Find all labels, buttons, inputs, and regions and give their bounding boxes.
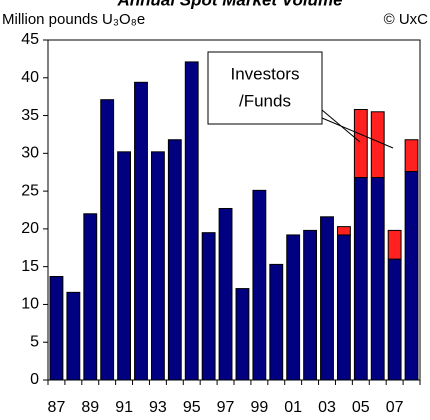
- x-tick-label: 07: [386, 399, 404, 416]
- bar-segment: [100, 99, 115, 381]
- bar-segment: [134, 81, 148, 381]
- bar-segment: [387, 258, 402, 381]
- bar-segment: [404, 170, 419, 381]
- bar-segment: [404, 139, 419, 172]
- bar-segment: [66, 291, 81, 381]
- callout-box: [207, 51, 323, 125]
- bar-segment: [387, 229, 402, 260]
- x-tick-label: 91: [115, 399, 133, 416]
- y-tick-label: 10: [21, 296, 39, 313]
- bar-segment: [336, 226, 351, 236]
- y-tick-label: 0: [30, 371, 39, 388]
- x-tick-label: 01: [284, 399, 302, 416]
- x-tick-label: 05: [352, 399, 370, 416]
- bar-segment: [303, 229, 318, 381]
- bar-segment: [167, 139, 182, 381]
- y-tick-label: 45: [21, 31, 39, 48]
- x-tick-label: 89: [81, 399, 99, 416]
- chart-title: Annual Spot Market Volume: [116, 0, 342, 9]
- credit: © UxC: [384, 11, 429, 28]
- bar-segment: [252, 189, 267, 381]
- bar-segment: [353, 109, 368, 179]
- y-tick-label: 30: [21, 145, 39, 162]
- y-tick-label: 5: [30, 333, 39, 350]
- x-tick-label: 03: [318, 399, 336, 416]
- bar-segment: [184, 61, 199, 381]
- bar-segment: [235, 288, 250, 381]
- bar-segment: [83, 213, 98, 381]
- y-tick-label: 35: [21, 107, 39, 124]
- chart-subtitle: Million pounds U₃O₈e: [2, 11, 145, 28]
- bar-segment: [218, 207, 233, 381]
- bar-segment: [150, 151, 165, 381]
- callout-text: Investors: [231, 64, 300, 83]
- callout-text: /Funds: [239, 91, 291, 110]
- callout-line: [321, 117, 394, 149]
- y-tick-label: 15: [21, 258, 39, 275]
- x-tick-label: 93: [149, 399, 167, 416]
- bar-segment: [353, 177, 368, 381]
- bar-segment: [320, 216, 334, 381]
- bar-segment: [201, 232, 216, 381]
- bar-segment: [269, 263, 284, 381]
- bar-segment: [49, 275, 64, 381]
- bar-segment: [370, 177, 385, 381]
- bar-segment: [370, 111, 385, 179]
- x-tick-label: 87: [48, 399, 66, 416]
- bar-segment: [336, 234, 351, 381]
- bar-segment: [286, 234, 301, 381]
- y-tick-label: 25: [21, 182, 39, 199]
- x-tick-label: 99: [250, 399, 268, 416]
- x-tick-label: 97: [217, 399, 235, 416]
- x-tick-label: 95: [183, 399, 201, 416]
- y-tick-label: 20: [21, 220, 39, 237]
- y-tick-label: 40: [21, 69, 39, 86]
- bar-segment: [117, 151, 132, 381]
